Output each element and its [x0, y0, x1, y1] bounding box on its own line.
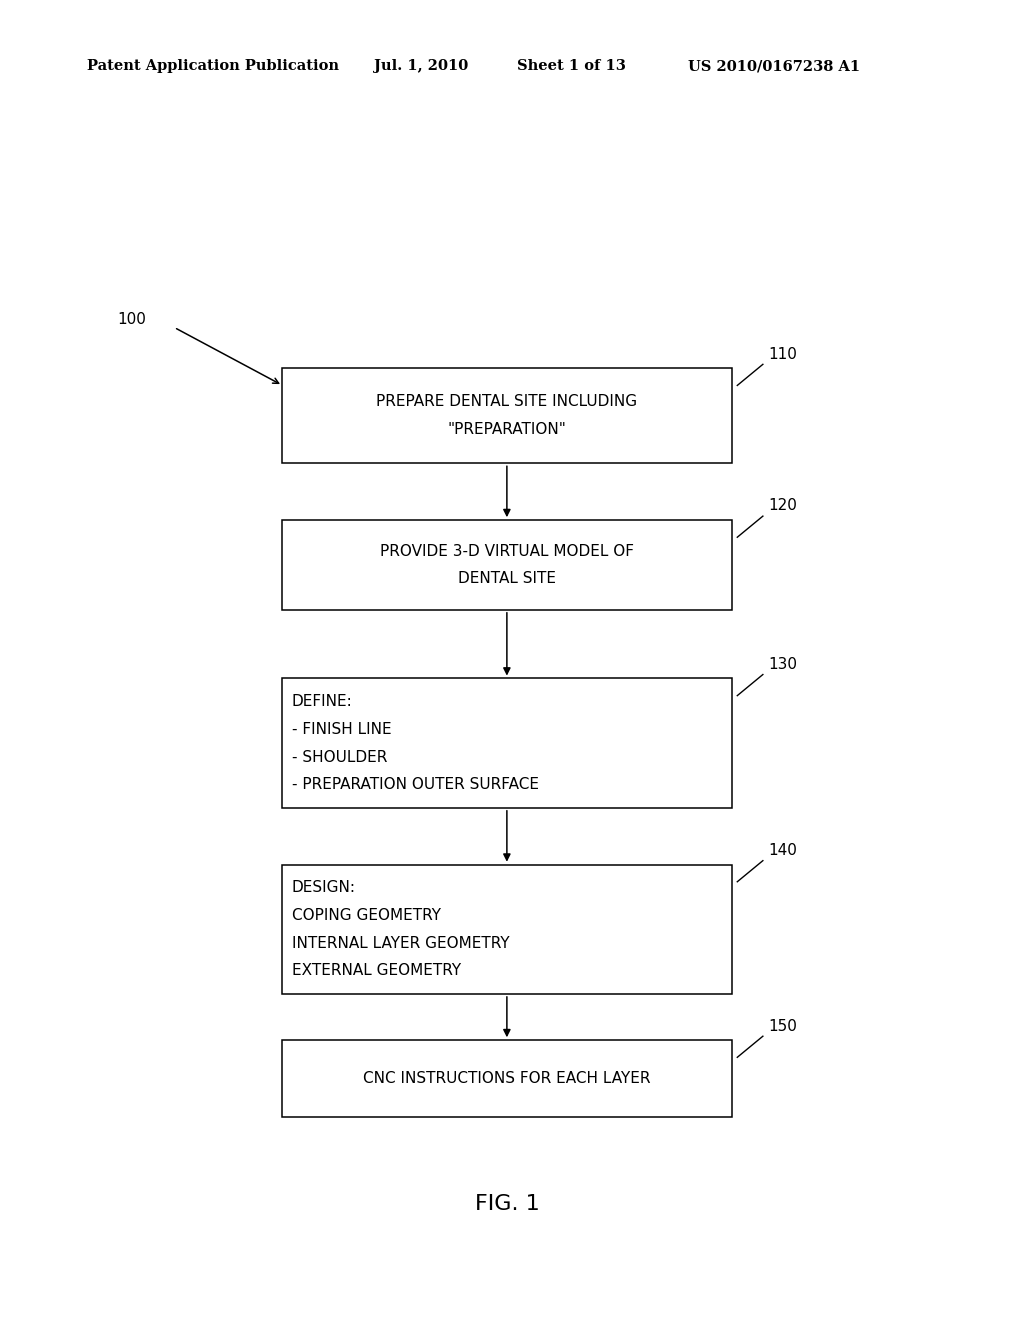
Text: 100: 100: [118, 312, 146, 327]
Text: Sheet 1 of 13: Sheet 1 of 13: [517, 59, 626, 74]
Text: INTERNAL LAYER GEOMETRY: INTERNAL LAYER GEOMETRY: [292, 936, 510, 950]
Text: - FINISH LINE: - FINISH LINE: [292, 722, 391, 737]
Text: 140: 140: [768, 843, 797, 858]
Bar: [282, 865, 732, 994]
Text: DEFINE:: DEFINE:: [292, 694, 352, 709]
Text: PREPARE DENTAL SITE INCLUDING: PREPARE DENTAL SITE INCLUDING: [376, 395, 638, 409]
Text: Jul. 1, 2010: Jul. 1, 2010: [374, 59, 468, 74]
Text: Patent Application Publication: Patent Application Publication: [87, 59, 339, 74]
Text: PROVIDE 3-D VIRTUAL MODEL OF: PROVIDE 3-D VIRTUAL MODEL OF: [380, 544, 634, 558]
Text: US 2010/0167238 A1: US 2010/0167238 A1: [688, 59, 860, 74]
Text: CNC INSTRUCTIONS FOR EACH LAYER: CNC INSTRUCTIONS FOR EACH LAYER: [364, 1071, 650, 1086]
Bar: [282, 1040, 732, 1117]
Text: DESIGN:: DESIGN:: [292, 880, 356, 895]
Text: 150: 150: [768, 1019, 797, 1034]
Text: 130: 130: [768, 657, 797, 672]
Bar: [282, 520, 732, 610]
Text: "PREPARATION": "PREPARATION": [447, 422, 566, 437]
Text: - PREPARATION OUTER SURFACE: - PREPARATION OUTER SURFACE: [292, 777, 539, 792]
Text: DENTAL SITE: DENTAL SITE: [458, 572, 556, 586]
Bar: [282, 368, 732, 463]
Text: EXTERNAL GEOMETRY: EXTERNAL GEOMETRY: [292, 964, 461, 978]
Bar: [282, 678, 732, 808]
Text: - SHOULDER: - SHOULDER: [292, 750, 387, 764]
Text: COPING GEOMETRY: COPING GEOMETRY: [292, 908, 441, 923]
Text: 110: 110: [768, 347, 797, 362]
Text: FIG. 1: FIG. 1: [474, 1193, 540, 1214]
Text: 120: 120: [768, 499, 797, 513]
